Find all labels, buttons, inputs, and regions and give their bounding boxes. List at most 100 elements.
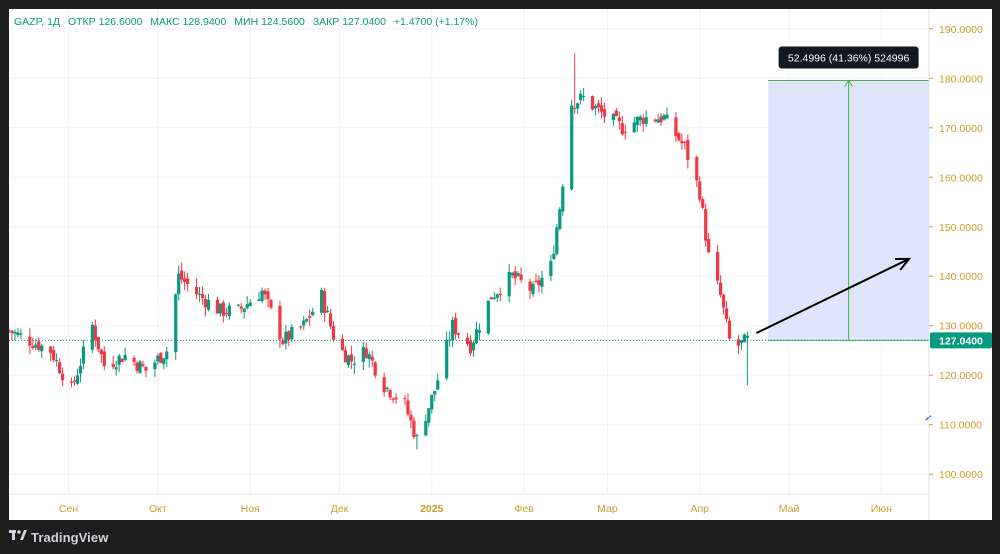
candle-body [19,333,23,335]
candle-body [197,293,202,295]
candle-body [361,346,365,362]
low-value: 124.5600 [261,16,305,28]
candle-down [99,348,103,363]
price-chart[interactable]: 52.4996 (41.36%) 524996 127.0400 100.000… [7,9,992,520]
candle-body [269,299,273,308]
candle-down [707,232,711,254]
candle-body [159,352,163,363]
candle-up [352,356,356,374]
candle-body [242,308,246,312]
close-value: 127.0400 [342,16,386,28]
candle-down [620,115,624,136]
candle-body [573,107,577,109]
time-axis: Сен Окт Ноя Дек 2025 Фев Мар Апр Май Июн [9,493,929,515]
candle-down [287,330,291,347]
candle-body [549,261,553,277]
candle-down [718,275,723,298]
candle-up [302,315,306,330]
candle-down [704,203,708,248]
candle-up [739,339,744,351]
symbol-label: GAZP, 1Д [14,16,60,28]
candle-body [325,310,330,313]
candle-up [561,184,565,216]
candle-body [180,270,184,280]
candle-up [75,368,80,385]
candle-down [7,329,11,334]
tradingview-logo[interactable]: TradingView [9,528,108,547]
candle-down [111,356,115,370]
candle-up [40,344,44,359]
candle-up [552,244,556,261]
candle-down [409,410,413,429]
candle-body [617,117,621,122]
candle-down [683,140,687,150]
candle-down [183,271,187,291]
candle-down [391,397,395,404]
candle-down [602,102,607,123]
candle-down [28,328,32,355]
candle-down [200,286,205,305]
time-tick-label: Май [779,503,800,515]
candle-up [445,331,449,381]
candle-body [343,350,348,363]
candle-up [162,358,166,370]
candle-body [28,336,32,346]
candle-body [281,340,285,345]
candle-down [695,155,699,188]
candle-down [72,376,77,386]
candle-down [721,293,726,315]
candle-body [477,330,482,333]
candle-body [590,96,595,110]
candle-up [436,373,440,391]
candle-body [144,366,148,371]
candle-body [364,348,368,359]
candle-body [221,302,225,316]
candle-down [614,108,618,117]
candle-down [596,100,601,113]
time-tick-label: Фев [514,503,534,515]
candle-up [555,223,559,256]
candle-body [468,340,473,354]
candle-down [180,262,184,284]
candle-body [16,332,20,336]
candle-up [656,114,660,123]
candle-down [519,267,523,283]
candle-down [677,131,681,142]
candle-up [742,333,747,343]
candle-down [406,393,410,417]
candle-down [599,97,604,119]
candle-down [269,298,273,310]
candle-body [716,252,720,281]
time-tick-label: 2025 [420,503,444,515]
candle-body [516,273,520,276]
candle-body [305,319,309,322]
candle-body [340,338,345,351]
candle-body [403,398,407,400]
price-range-arrowhead [844,79,854,87]
candle-down [498,287,502,302]
candle-down [69,377,74,388]
candle-body [593,105,598,109]
candle-up [644,110,648,127]
chart-area[interactable]: 52.4996 (41.36%) 524996 127.0400 100.000… [7,9,992,520]
candle-body [311,311,315,316]
candle-down [141,360,145,368]
candle-body [239,306,243,309]
candle-body [177,273,181,295]
candle-down [373,361,377,379]
candle-up [495,293,499,303]
candle-body [662,115,666,120]
time-tick-label: Ноя [241,503,260,515]
candle-body [72,380,77,382]
candle-body [412,420,416,438]
candle-body [552,253,556,260]
candle-body [162,358,166,365]
candle-down [701,196,705,210]
candle-body [698,181,702,200]
footer: TradingView [0,520,1000,554]
candle-up [582,87,586,102]
candle-body [635,117,639,125]
price-tick-label: 140.0000 [939,271,983,283]
candle-body [415,435,419,437]
last-price-badge-label: 127.0400 [939,335,983,347]
